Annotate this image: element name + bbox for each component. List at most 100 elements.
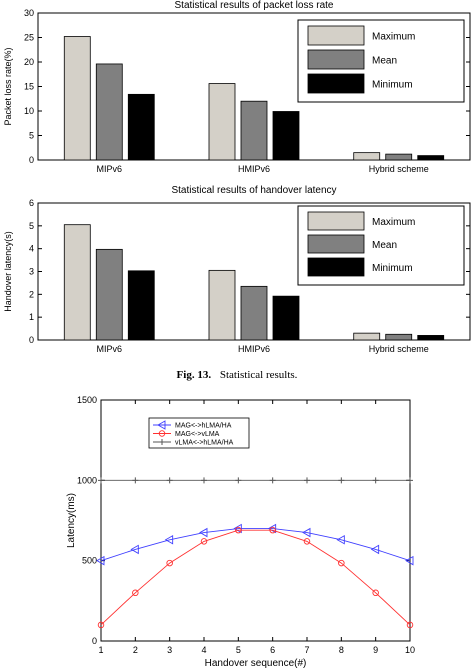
- series-2: [97, 526, 414, 629]
- x-tick-label: 9: [373, 645, 378, 655]
- series-line: [100, 529, 411, 626]
- y-tick-label: 6: [29, 198, 34, 208]
- y-tick-label: 0: [29, 335, 34, 345]
- legend-swatch: [307, 257, 365, 277]
- legend-label: Minimum: [372, 80, 413, 91]
- x-tick-label: 4: [201, 645, 206, 655]
- legend-label: Minimum: [372, 263, 413, 274]
- legend-marker: [157, 420, 166, 430]
- data-point: [302, 527, 311, 538]
- bar-maximum-mipv6: [63, 36, 91, 161]
- data-point: [199, 527, 208, 538]
- x-tick-label: 6: [270, 645, 275, 655]
- series-3: [98, 477, 413, 484]
- y-tick-label: 0: [29, 155, 34, 165]
- y-tick-label: 20: [24, 57, 34, 67]
- bar-mean-mipv6: [95, 248, 123, 341]
- figure-caption: Fig. 13. Statistical results.: [177, 369, 298, 381]
- y-tick-label: 1500: [77, 395, 97, 405]
- legend-swatch: [307, 234, 365, 254]
- legend-label: MAG<->vLMA: [175, 431, 220, 438]
- data-point: [338, 477, 345, 484]
- bar-mean-hmipv6: [240, 285, 268, 341]
- data-point: [304, 477, 310, 484]
- data-point: [405, 555, 414, 566]
- y-tick-label: 4: [29, 244, 34, 254]
- bar-maximum-hmipv6: [208, 269, 236, 341]
- x-tick-label: HMIPv6: [238, 164, 270, 174]
- figure-caption-text: Statistical results.: [220, 369, 298, 381]
- data-point: [132, 589, 139, 597]
- legend-label: MAG<->hLMA/HA: [175, 423, 232, 430]
- data-point: [338, 559, 345, 567]
- legend-label: Maximum: [372, 217, 415, 228]
- data-point: [164, 535, 174, 545]
- x-tick-label: 8: [339, 645, 344, 655]
- x-tick-label: HMIPv6: [238, 344, 270, 354]
- y-tick-label: 25: [24, 33, 34, 43]
- y-tick-label: 3: [29, 267, 34, 277]
- y-tick-label: 15: [24, 82, 34, 92]
- legend-box: [148, 417, 250, 449]
- x-tick-label: MIPv6: [97, 344, 123, 354]
- x-tick-label: Hybrid scheme: [369, 344, 429, 354]
- figure-caption-label: Fig. 13.: [177, 369, 212, 381]
- legend-swatch: [307, 25, 365, 46]
- bar-maximum-hmipv6: [208, 83, 236, 161]
- data-point: [406, 621, 414, 629]
- handover-latency-chart: Statistical results of handover latency H…: [3, 185, 471, 354]
- data-point: [166, 477, 173, 484]
- y-axis-label: Packet loss rate(%): [3, 47, 13, 125]
- y-tick-label: 5: [29, 131, 34, 141]
- data-point: [201, 477, 207, 484]
- bar-mean-hybrid-scheme: [385, 153, 413, 161]
- bar-mean-mipv6: [95, 63, 123, 161]
- bar-minimum-hmipv6: [272, 295, 300, 341]
- bar-minimum-hybrid-scheme: [417, 335, 445, 341]
- x-tick-label: MIPv6: [97, 164, 123, 174]
- legend-swatch: [307, 73, 365, 94]
- bar-maximum-hybrid-scheme: [353, 332, 381, 341]
- y-tick-label: 5: [29, 221, 34, 231]
- data-point: [370, 544, 380, 555]
- legend-label: Mean: [372, 56, 397, 67]
- bar-mean-hybrid-scheme: [385, 333, 413, 341]
- series-line: [100, 528, 411, 562]
- y-axis-label: Latency(ms): [66, 493, 77, 548]
- chart-title: Statistical results of handover latency: [171, 185, 336, 196]
- data-point: [98, 477, 104, 484]
- x-tick-label: 5: [236, 645, 241, 655]
- data-point: [269, 477, 276, 484]
- data-point: [269, 526, 276, 534]
- legend-marker: [158, 430, 166, 437]
- x-tick-label: 2: [133, 645, 138, 655]
- data-point: [235, 477, 242, 484]
- y-tick-label: 1000: [77, 475, 97, 485]
- data-point: [200, 538, 208, 545]
- legend-label: Maximum: [372, 32, 415, 43]
- data-point: [336, 535, 345, 545]
- y-axis-label: Handover latency(s): [3, 231, 13, 312]
- data-point: [130, 544, 139, 555]
- bar-mean-hmipv6: [240, 100, 268, 161]
- x-tick-label: 7: [304, 645, 309, 655]
- data-point: [97, 621, 105, 629]
- y-tick-label: 0: [92, 636, 97, 646]
- y-tick-label: 10: [24, 106, 34, 116]
- data-point: [303, 538, 311, 545]
- bar-minimum-mipv6: [127, 270, 155, 341]
- data-point: [235, 526, 242, 534]
- data-point: [372, 477, 379, 484]
- data-point: [407, 477, 413, 484]
- chart-title: Statistical results of packet loss rate: [175, 0, 334, 11]
- legend-label: vLMA<->hLMA/HA: [175, 440, 234, 447]
- legend-marker: [159, 439, 165, 445]
- x-tick-label: Hybrid scheme: [369, 164, 429, 174]
- legend-swatch: [307, 49, 365, 70]
- y-tick-label: 30: [24, 8, 34, 18]
- y-tick-label: 1: [29, 312, 34, 322]
- legend-label: Mean: [372, 240, 397, 251]
- plot-frame: [100, 399, 411, 642]
- bar-maximum-mipv6: [63, 224, 91, 341]
